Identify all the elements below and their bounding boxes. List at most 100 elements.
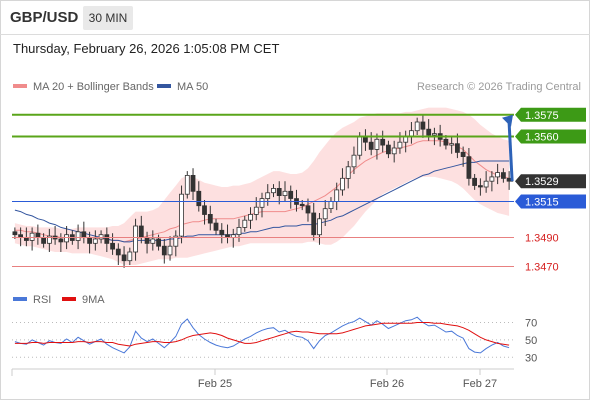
- candle-body: [431, 133, 437, 136]
- candle-body: [345, 166, 351, 179]
- candle-body: [397, 141, 403, 149]
- candle-body: [340, 177, 345, 191]
- candle-body: [64, 234, 69, 243]
- candle-body: [161, 245, 167, 256]
- timeframe-button[interactable]: 30 MIN: [83, 6, 133, 30]
- candle-body: [385, 144, 391, 155]
- legend-swatch: [13, 84, 27, 88]
- legend-swatch: [157, 84, 171, 88]
- candle-body: [196, 190, 202, 207]
- candle-body: [202, 205, 207, 215]
- candle-body: [259, 198, 265, 208]
- candle-body: [351, 154, 357, 168]
- rsi-ma9-line: [14, 322, 510, 347]
- legend-label: MA 20 + Bollinger Bands: [33, 81, 154, 93]
- candle-body: [144, 237, 150, 244]
- candle-body: [328, 200, 334, 209]
- candle: [340, 168, 345, 196]
- candle: [202, 200, 207, 225]
- candle-body: [127, 251, 133, 262]
- candle: [282, 181, 288, 202]
- level-price-label: 1.3515: [525, 196, 559, 208]
- x-tick-label: Feb 27: [463, 378, 497, 390]
- level-price-label: 1.3560: [525, 131, 559, 143]
- candle: [58, 233, 64, 252]
- rsi-legend-swatch: [13, 297, 27, 301]
- candle: [184, 171, 190, 199]
- candle-body: [322, 208, 328, 220]
- candle: [311, 202, 317, 241]
- candle-body: [115, 248, 121, 256]
- candle: [500, 168, 506, 183]
- candle-body: [374, 138, 380, 150]
- candle-body: [184, 174, 190, 195]
- candle-body: [29, 232, 35, 241]
- rsi-tick-label: 50: [525, 335, 537, 347]
- candle-body: [443, 138, 449, 146]
- candle-body: [219, 229, 225, 236]
- candle: [477, 178, 483, 196]
- candle: [133, 218, 139, 261]
- candle-body: [242, 219, 248, 228]
- level-price-box: [515, 129, 586, 144]
- candle: [98, 230, 104, 244]
- candle-body: [449, 143, 455, 146]
- candle-body: [420, 121, 426, 130]
- candle-body: [368, 141, 374, 150]
- candle-body: [495, 172, 501, 178]
- forecast-arrowhead: [502, 114, 513, 127]
- candle-body: [426, 128, 432, 136]
- chart-attribution: Research © 2026 Trading Central: [417, 81, 581, 93]
- candle-body: [483, 180, 489, 188]
- candle: [385, 140, 391, 159]
- candle-body: [466, 156, 472, 179]
- candle-body: [87, 237, 92, 244]
- rsi-tick-label: 30: [525, 352, 537, 364]
- candle: [213, 218, 219, 235]
- candle: [110, 233, 115, 255]
- candle: [305, 198, 311, 222]
- candle-body: [299, 203, 305, 207]
- candle-body: [207, 213, 213, 224]
- candle-body: [47, 235, 52, 244]
- candle: [271, 184, 276, 198]
- candle-body: [121, 254, 127, 262]
- candle: [121, 246, 127, 268]
- candle: [345, 161, 351, 189]
- candle: [75, 224, 81, 250]
- chart-datetime: Thursday, February 26, 2026 1:05:08 PM C…: [13, 41, 280, 56]
- candle: [449, 136, 455, 154]
- candle-body: [150, 238, 156, 244]
- candle: [489, 171, 495, 192]
- candle: [29, 227, 35, 251]
- symbol-label: GBP/USD: [10, 9, 79, 26]
- candle: [466, 148, 472, 186]
- candle-body: [213, 222, 219, 231]
- level-price-label: 1.3529: [525, 176, 559, 188]
- candle-body: [190, 174, 196, 192]
- level-price-box: [515, 194, 586, 209]
- candle: [265, 184, 271, 206]
- candle: [47, 228, 52, 252]
- level-price-label: 1.3575: [525, 110, 559, 122]
- candle-body: [41, 237, 46, 244]
- candle: [173, 230, 179, 257]
- candle: [104, 227, 110, 252]
- candle-body: [380, 138, 386, 146]
- candle-body: [357, 135, 363, 156]
- candle-body: [317, 218, 322, 236]
- candle-body: [271, 187, 276, 194]
- candle-body: [472, 177, 478, 186]
- candle: [374, 133, 380, 160]
- candle-body: [173, 235, 179, 247]
- candle-body: [75, 231, 81, 241]
- candle-body: [477, 185, 483, 188]
- candle: [420, 114, 426, 138]
- candle-body: [35, 232, 41, 238]
- candle: [259, 192, 265, 218]
- candle-body: [167, 245, 173, 256]
- candle-body: [305, 205, 311, 214]
- candle: [351, 146, 357, 174]
- rsi-legend-swatch: [62, 297, 76, 301]
